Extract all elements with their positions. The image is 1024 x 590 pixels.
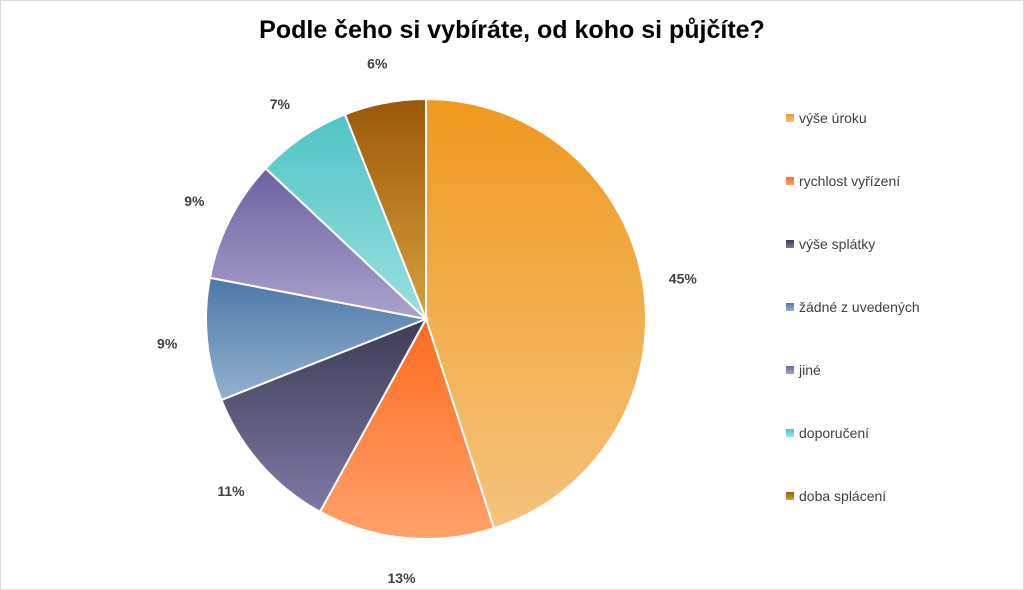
data-label: 45% xyxy=(669,270,698,286)
data-label: 7% xyxy=(270,96,291,112)
legend-item: žádné z uvedených xyxy=(786,297,986,317)
legend-item: výše úroku xyxy=(786,108,986,128)
pie-slice xyxy=(425,97,647,530)
legend-item: doporučení xyxy=(786,423,986,443)
chart-title: Podle čeho si vybíráte, od koho si půjčí… xyxy=(259,16,765,44)
legend-label: výše splátky xyxy=(799,236,876,252)
data-label: 13% xyxy=(388,570,417,586)
legend-swatch xyxy=(786,366,794,374)
data-label: 11% xyxy=(217,483,245,499)
legend-item: jiné xyxy=(786,360,986,380)
pie-slice xyxy=(343,97,427,320)
pie-slice xyxy=(318,316,496,540)
legend-item: výše splátky xyxy=(786,234,986,254)
data-label: 6% xyxy=(367,56,388,72)
legend-item: rychlost vyřízení xyxy=(786,171,986,191)
legend-swatch xyxy=(786,492,794,500)
legend-label: jiné xyxy=(799,362,821,378)
legend-label: doporučení xyxy=(799,425,870,441)
data-label: 9% xyxy=(157,335,178,351)
pie-slice xyxy=(220,317,429,514)
data-label: 9% xyxy=(184,193,205,209)
legend-label: doba splácení xyxy=(799,488,887,504)
legend-swatch xyxy=(786,114,794,122)
legend-label: výše úroku xyxy=(799,110,867,126)
legend-label: žádné z uvedených xyxy=(799,299,920,315)
legend-swatch xyxy=(786,240,794,248)
legend-swatch xyxy=(786,429,794,437)
legend-label: rychlost vyřízení xyxy=(799,173,901,189)
legend-swatch xyxy=(786,303,794,311)
pie-slice xyxy=(205,276,430,402)
legend-item: doba splácení xyxy=(786,486,986,506)
pie-slice xyxy=(208,166,430,321)
legend-swatch xyxy=(786,177,794,185)
